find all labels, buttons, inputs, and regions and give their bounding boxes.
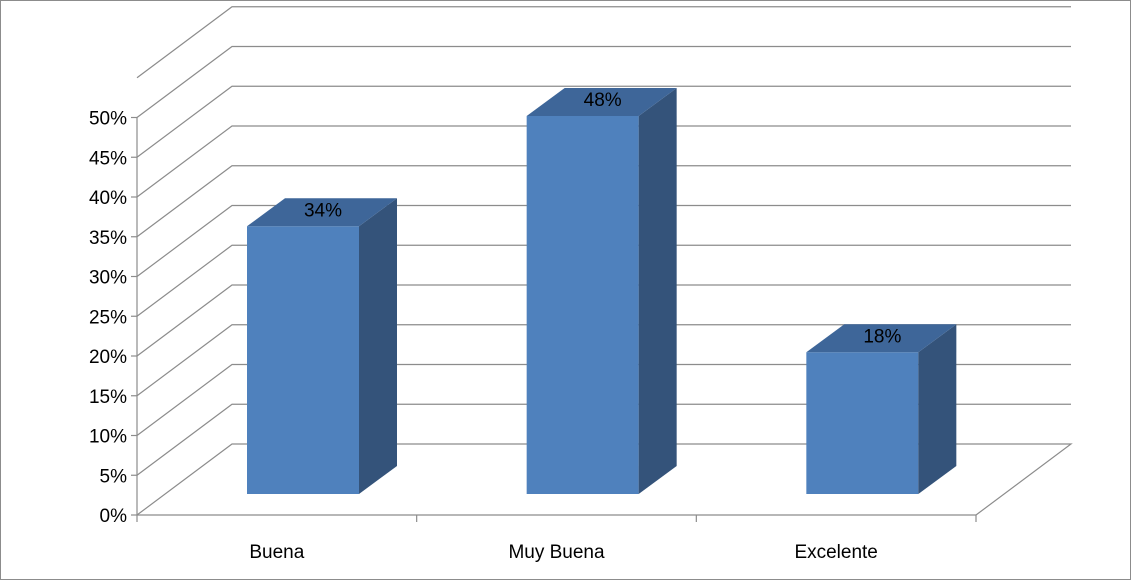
bar-front (247, 226, 359, 494)
y-tick-label: 30% (89, 268, 127, 289)
gridline (136, 363, 1071, 436)
bar-side (359, 198, 397, 494)
gridline (136, 85, 1071, 158)
bars (247, 88, 957, 494)
gridline (136, 403, 1071, 476)
gridline (136, 6, 1071, 79)
x-category-label: Excelente (794, 542, 877, 563)
y-tick-label: 50% (89, 109, 127, 130)
x-category-label: Buena (249, 542, 304, 563)
y-tick-label: 35% (89, 228, 127, 249)
y-tick-label: 20% (89, 347, 127, 368)
bar-top (526, 88, 677, 116)
data-label: 48% (584, 90, 622, 111)
labels: 0% 5% 10% 15% 20% 25% 30% 35% 40% 45% 50% 34% Buena 4… (89, 90, 901, 563)
gridline (136, 324, 1071, 397)
y-tick-label: 0% (100, 506, 128, 527)
bar-front (526, 116, 639, 494)
y-tick-label: 25% (89, 307, 127, 328)
gridline (136, 244, 1071, 317)
gridline (136, 45, 1071, 118)
bar-top (806, 324, 957, 353)
axes (131, 116, 977, 522)
y-tick-label: 45% (89, 148, 127, 169)
data-label: 34% (304, 200, 342, 221)
bar-front (806, 352, 919, 494)
y-tick-label: 40% (89, 188, 127, 209)
data-label: 18% (863, 326, 901, 347)
gridline (136, 284, 1071, 357)
x-category-label: Muy Buena (508, 542, 605, 563)
gridline (136, 204, 1071, 277)
y-tick-label: 5% (100, 466, 128, 487)
y-tick-label: 15% (89, 387, 127, 408)
bar-top (247, 198, 397, 227)
bar-side (918, 324, 957, 494)
gridline (136, 125, 1071, 198)
y-tick-label: 10% (89, 427, 127, 448)
gridline (136, 165, 1071, 238)
gridlines (136, 6, 1073, 516)
bar-side (638, 88, 677, 494)
